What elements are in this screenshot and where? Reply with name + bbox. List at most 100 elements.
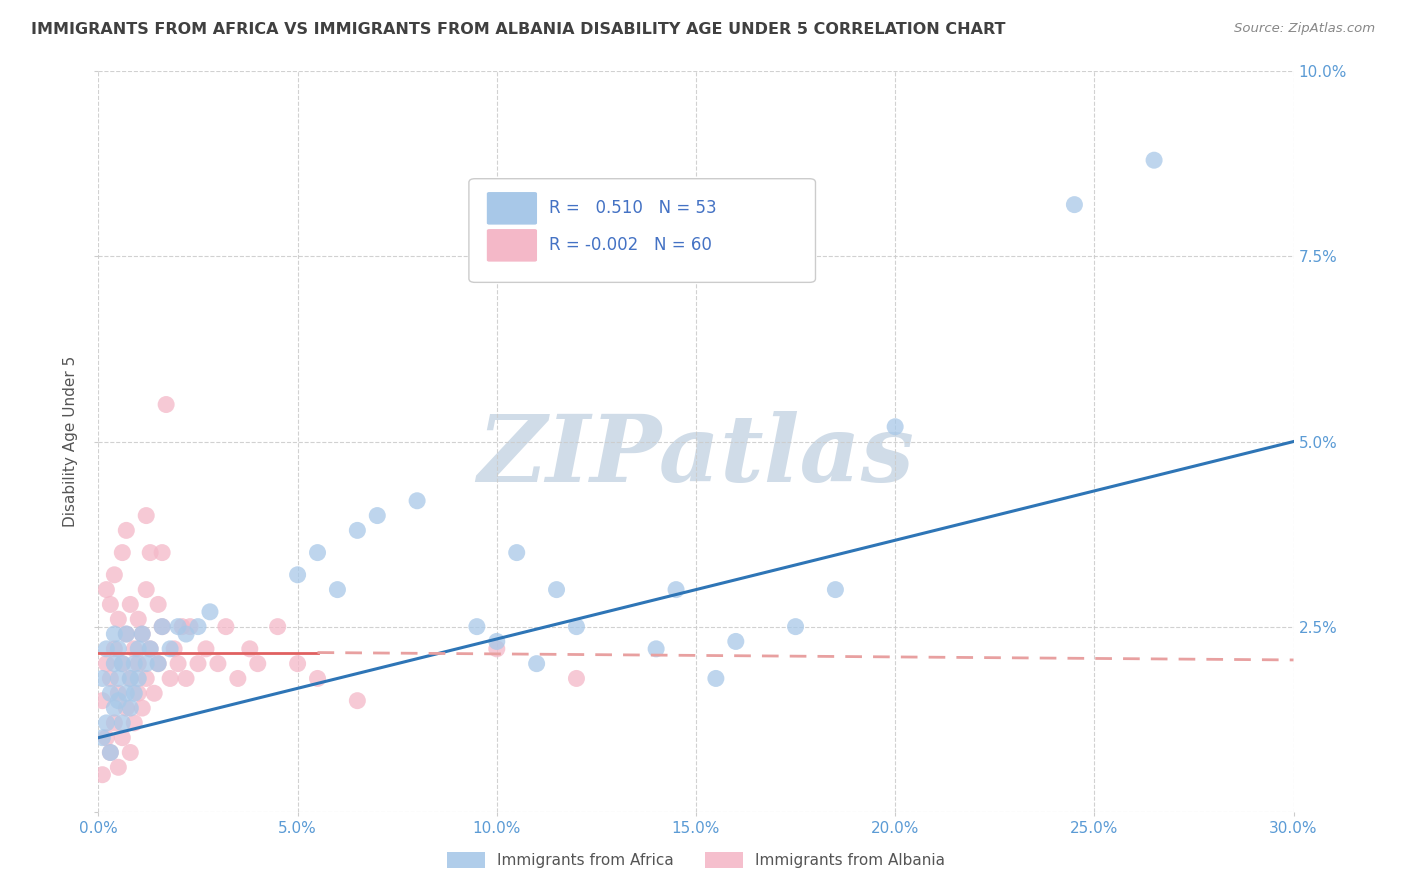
Point (139, 641, 162, 656)
Point (139, 545, 162, 560)
Point (124, 715, 146, 730)
Point (103, 627, 125, 641)
Point (307, 545, 329, 560)
Point (150, 545, 173, 560)
Point (187, 619, 209, 633)
Text: IMMIGRANTS FROM AFRICA VS IMMIGRANTS FROM ALBANIA DISABILITY AGE UNDER 5 CORRELA: IMMIGRANTS FROM AFRICA VS IMMIGRANTS FRO… (31, 22, 1005, 37)
Point (159, 641, 181, 656)
FancyBboxPatch shape (486, 229, 537, 261)
Point (485, 641, 508, 656)
Point (179, 619, 201, 633)
Point (215, 619, 238, 633)
Point (107, 612, 129, 626)
Point (1063, 197, 1085, 211)
Text: ZIPatlas: ZIPatlas (478, 411, 914, 501)
FancyBboxPatch shape (486, 192, 537, 225)
Point (115, 524, 138, 538)
Text: R =   0.510   N = 53: R = 0.510 N = 53 (548, 199, 717, 218)
Point (465, 619, 488, 633)
Point (366, 508, 388, 523)
Point (131, 701, 153, 715)
Point (135, 657, 157, 671)
Point (107, 760, 129, 774)
Point (287, 567, 309, 582)
Point (115, 627, 138, 641)
Point (91, 767, 114, 781)
Point (111, 545, 134, 560)
Point (120, 672, 142, 686)
Point (127, 612, 149, 626)
Point (91, 731, 114, 745)
Point (246, 657, 269, 671)
Point (148, 657, 170, 671)
Point (139, 641, 162, 656)
Point (96, 641, 118, 656)
Point (155, 398, 177, 412)
Point (267, 619, 290, 633)
Y-axis label: Disability Age Under 5: Disability Age Under 5 (63, 356, 79, 527)
Point (226, 672, 249, 686)
Point (526, 657, 548, 671)
Point (107, 686, 129, 700)
Point (150, 619, 173, 633)
Text: Source: ZipAtlas.com: Source: ZipAtlas.com (1234, 22, 1375, 36)
Point (150, 619, 173, 633)
Point (346, 694, 368, 708)
Point (98, 598, 122, 612)
Point (127, 686, 149, 700)
Point (704, 672, 727, 686)
Point (96, 582, 118, 597)
Point (107, 641, 129, 656)
Point (307, 672, 329, 686)
Point (163, 641, 186, 656)
Point (115, 627, 138, 641)
Point (115, 701, 138, 715)
Text: R = -0.002   N = 60: R = -0.002 N = 60 (548, 236, 711, 254)
Point (167, 619, 190, 633)
Point (135, 672, 157, 686)
Point (127, 672, 149, 686)
Point (824, 582, 846, 597)
Point (103, 657, 125, 671)
Point (174, 627, 197, 641)
Point (103, 567, 125, 582)
Point (103, 701, 125, 715)
Point (198, 605, 221, 619)
Point (884, 419, 907, 434)
Point (91, 694, 114, 708)
Point (187, 657, 209, 671)
Point (120, 672, 142, 686)
Point (724, 634, 747, 648)
Point (115, 686, 138, 700)
Point (98, 686, 122, 700)
Point (96, 731, 118, 745)
Point (645, 641, 668, 656)
Point (120, 746, 142, 760)
Point (131, 627, 153, 641)
Point (98, 672, 122, 686)
Point (174, 672, 197, 686)
Point (565, 672, 588, 686)
Point (485, 634, 508, 648)
Point (207, 657, 229, 671)
Point (406, 493, 429, 508)
Point (111, 657, 134, 671)
Point (148, 657, 170, 671)
Point (326, 582, 349, 597)
Point (148, 598, 170, 612)
Point (195, 641, 218, 656)
Point (120, 701, 142, 715)
Point (287, 657, 309, 671)
Point (239, 641, 262, 656)
Point (107, 672, 129, 686)
Point (98, 746, 122, 760)
Point (1143, 153, 1166, 168)
Point (98, 746, 122, 760)
Point (124, 641, 146, 656)
Point (172, 619, 194, 633)
Point (111, 657, 134, 671)
Point (135, 582, 157, 597)
Point (124, 686, 146, 700)
Point (124, 657, 146, 671)
Point (107, 694, 129, 708)
